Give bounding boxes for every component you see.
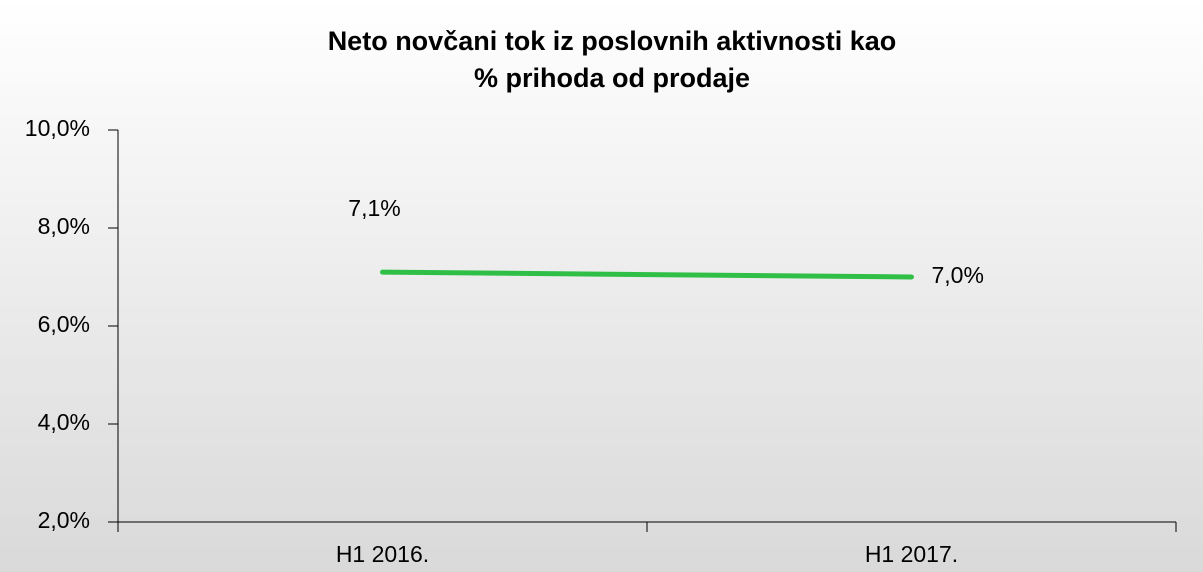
data-label: 7,1% xyxy=(348,195,400,221)
y-tick-label: 2,0% xyxy=(38,507,90,533)
chart-title: Neto novčani tok iz poslovnih aktivnosti… xyxy=(328,26,897,56)
y-tick-label: 8,0% xyxy=(38,213,90,239)
line xyxy=(380,269,914,280)
y-tick-label: 10,0% xyxy=(25,115,90,141)
x-tick-label: H1 2017. xyxy=(865,541,958,567)
x-tick-label: H1 2016. xyxy=(336,541,429,567)
y-tick-label: 4,0% xyxy=(38,409,90,435)
data-label: 7,0% xyxy=(932,262,984,288)
y-tick-label: 6,0% xyxy=(38,311,90,337)
chart-title: % prihoda od prodaje xyxy=(474,63,750,93)
